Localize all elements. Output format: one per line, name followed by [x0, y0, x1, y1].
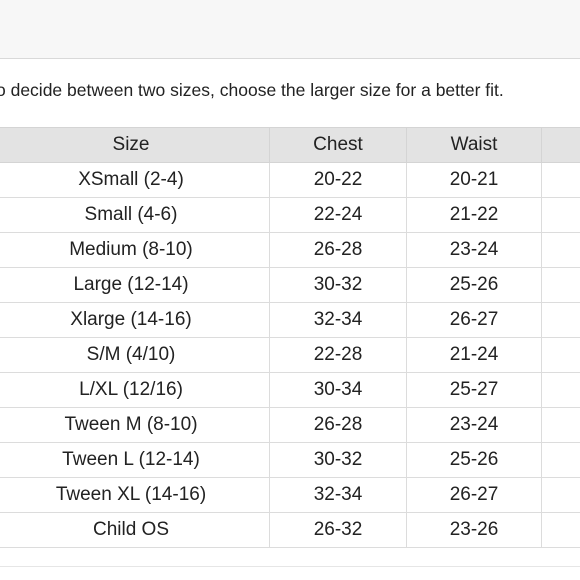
bottom-divider [0, 566, 580, 567]
cell-extra [541, 267, 580, 303]
table-row: Tween XL (14-16) 32-34 26-27 [0, 477, 580, 513]
cell-chest: 26-32 [269, 512, 407, 548]
cell-chest: 30-32 [269, 442, 407, 478]
cell-size: Child OS [0, 512, 270, 548]
cell-extra [541, 162, 580, 198]
cell-waist: 21-24 [406, 337, 542, 373]
header-size: Size [0, 127, 270, 163]
cell-waist: 21-22 [406, 197, 542, 233]
cell-extra [541, 232, 580, 268]
cell-extra [541, 197, 580, 233]
size-table-body: XSmall (2-4) 20-22 20-21 Small (4-6) 22-… [0, 162, 580, 548]
table-row: Tween L (12-14) 30-32 25-26 [0, 442, 580, 478]
cell-extra [541, 477, 580, 513]
cell-chest: 30-32 [269, 267, 407, 303]
cell-waist: 20-21 [406, 162, 542, 198]
cell-waist: 25-26 [406, 442, 542, 478]
cell-extra [541, 407, 580, 443]
cell-extra [541, 302, 580, 338]
cell-chest: 22-24 [269, 197, 407, 233]
cell-chest: 26-28 [269, 232, 407, 268]
table-row: Xlarge (14-16) 32-34 26-27 [0, 302, 580, 338]
cell-extra [541, 512, 580, 548]
cell-size: L/XL (12/16) [0, 372, 270, 408]
table-row: Child OS 26-32 23-26 [0, 512, 580, 548]
cell-size: Tween L (12-14) [0, 442, 270, 478]
cell-size: S/M (4/10) [0, 337, 270, 373]
cell-chest: 32-34 [269, 302, 407, 338]
cell-size: Tween XL (14-16) [0, 477, 270, 513]
cell-size: Small (4-6) [0, 197, 270, 233]
table-row: S/M (4/10) 22-28 21-24 [0, 337, 580, 373]
cell-waist: 23-26 [406, 512, 542, 548]
cell-size: Tween M (8-10) [0, 407, 270, 443]
table-row: L/XL (12/16) 30-34 25-27 [0, 372, 580, 408]
cell-size: Large (12-14) [0, 267, 270, 303]
cell-waist: 23-24 [406, 407, 542, 443]
size-table-header: Size Chest Waist [0, 127, 580, 163]
table-row: XSmall (2-4) 20-22 20-21 [0, 162, 580, 198]
size-table-container: Size Chest Waist XSmall (2-4) 20-22 20-2… [0, 127, 580, 548]
cell-chest: 32-34 [269, 477, 407, 513]
cell-extra [541, 372, 580, 408]
cell-extra [541, 442, 580, 478]
cell-chest: 22-28 [269, 337, 407, 373]
header-extra [541, 127, 580, 163]
table-row: Tween M (8-10) 26-28 23-24 [0, 407, 580, 443]
cell-size: Xlarge (14-16) [0, 302, 270, 338]
cell-waist: 26-27 [406, 477, 542, 513]
table-row: Medium (8-10) 26-28 23-24 [0, 232, 580, 268]
cell-waist: 26-27 [406, 302, 542, 338]
size-advice-note: o decide between two sizes, choose the l… [0, 80, 504, 100]
header-chest: Chest [269, 127, 407, 163]
cell-waist: 25-27 [406, 372, 542, 408]
cell-size: Medium (8-10) [0, 232, 270, 268]
table-row: Large (12-14) 30-32 25-26 [0, 267, 580, 303]
size-chart-table: Size Chest Waist XSmall (2-4) 20-22 20-2… [0, 127, 580, 548]
cell-chest: 20-22 [269, 162, 407, 198]
cell-size: XSmall (2-4) [0, 162, 270, 198]
cell-waist: 25-26 [406, 267, 542, 303]
top-band [0, 0, 580, 59]
cell-chest: 30-34 [269, 372, 407, 408]
cell-waist: 23-24 [406, 232, 542, 268]
table-row: Small (4-6) 22-24 21-22 [0, 197, 580, 233]
header-row: Size Chest Waist [0, 127, 580, 163]
cell-extra [541, 337, 580, 373]
cell-chest: 26-28 [269, 407, 407, 443]
header-waist: Waist [406, 127, 542, 163]
